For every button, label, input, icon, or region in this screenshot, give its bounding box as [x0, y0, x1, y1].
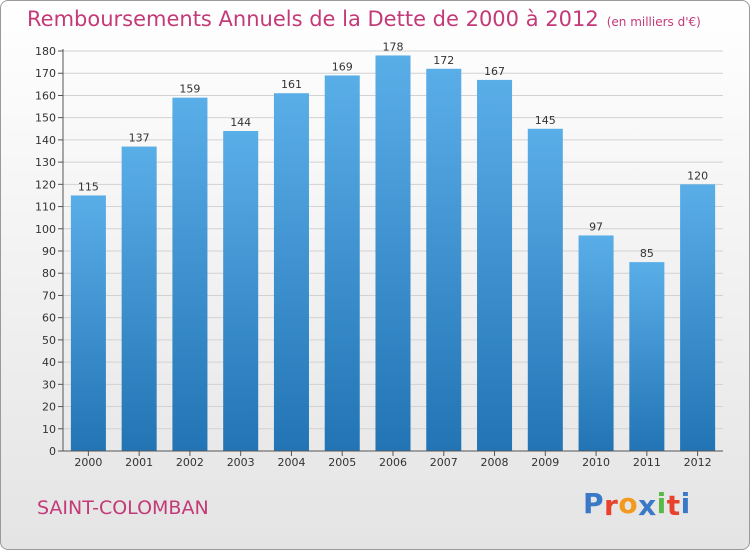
- bar: [273, 93, 309, 451]
- y-tick-label: 80: [42, 267, 56, 280]
- bar: [121, 146, 157, 452]
- y-tick-label: 0: [49, 445, 56, 458]
- data-label: 178: [383, 40, 404, 53]
- data-label: 161: [281, 78, 302, 91]
- y-tick-label: 60: [42, 312, 56, 325]
- axes: 0 10 20 30 40 50 60 70 80 90 100 110 120 130 140 150 160…: [35, 45, 723, 469]
- bar: [578, 235, 614, 451]
- x-tick-label: 2006: [379, 456, 407, 469]
- logo-letter: o: [618, 487, 639, 520]
- y-tick-label: 160: [35, 89, 56, 102]
- y-tick-label: 50: [42, 334, 56, 347]
- y-tick-label: 130: [35, 156, 56, 169]
- data-label: 97: [589, 220, 603, 233]
- title-text: Remboursements Annuels de la Dette de 20…: [27, 7, 599, 31]
- logo-letter: t: [666, 489, 681, 522]
- x-tick-label: 2011: [633, 456, 661, 469]
- y-tick-label: 90: [42, 245, 56, 258]
- y-tick-label: 40: [42, 356, 56, 369]
- x-tick-label: 2003: [227, 456, 255, 469]
- data-label: 159: [179, 83, 200, 96]
- y-tick-label: 100: [35, 223, 56, 236]
- chart-title: Remboursements Annuels de la Dette de 20…: [27, 7, 701, 31]
- y-tick-label: 180: [35, 45, 56, 58]
- bar: [324, 75, 360, 451]
- proxiti-logo: Proxiti: [583, 487, 691, 522]
- logo-letter: i: [656, 487, 667, 520]
- title-unit: (en milliers d'€): [606, 15, 701, 29]
- x-tick-label: 2010: [582, 456, 610, 469]
- y-tick-label: 20: [42, 401, 56, 414]
- bar: [477, 79, 513, 451]
- x-tick-label: 2000: [74, 456, 102, 469]
- x-tick-label: 2008: [481, 456, 509, 469]
- y-tick-label: 30: [42, 378, 56, 391]
- data-label: 167: [484, 65, 505, 78]
- bar: [426, 68, 462, 452]
- bar: [375, 55, 411, 451]
- y-tick-label: 170: [35, 67, 56, 80]
- bars: 115 137 159 144 161 169 178 172 167 145 97 85 120: [70, 40, 716, 452]
- y-tick-label: 150: [35, 112, 56, 125]
- y-tick-label: 140: [35, 134, 56, 147]
- x-tick-label: 2004: [277, 456, 305, 469]
- x-tick-label: 2007: [430, 456, 458, 469]
- logo-letter: P: [583, 487, 605, 520]
- bar: [223, 131, 259, 451]
- data-label: 137: [129, 132, 150, 145]
- bar: [527, 128, 563, 451]
- x-tick-label: 2005: [328, 456, 356, 469]
- x-tick-label: 2012: [684, 456, 712, 469]
- bar: [680, 184, 716, 452]
- commune-name: SAINT-COLOMBAN: [37, 497, 209, 519]
- bar: [70, 195, 106, 451]
- data-label: 169: [332, 60, 353, 73]
- data-label: 115: [78, 180, 99, 193]
- bar: [172, 97, 208, 452]
- data-label: 144: [230, 116, 251, 129]
- logo-letter: i: [680, 487, 691, 520]
- x-tick-label: 2001: [125, 456, 153, 469]
- data-label: 145: [535, 114, 556, 127]
- data-label: 172: [433, 54, 454, 67]
- logo-letter: x: [638, 489, 657, 522]
- data-label: 85: [640, 247, 654, 260]
- bar: [629, 262, 665, 451]
- y-tick-label: 120: [35, 178, 56, 191]
- data-label: 120: [687, 169, 708, 182]
- logo-letter: r: [604, 489, 619, 522]
- x-tick-label: 2002: [176, 456, 204, 469]
- y-tick-label: 10: [42, 423, 56, 436]
- x-tick-label: 2009: [531, 456, 559, 469]
- y-tick-label: 110: [35, 201, 56, 214]
- y-tick-label: 70: [42, 289, 56, 302]
